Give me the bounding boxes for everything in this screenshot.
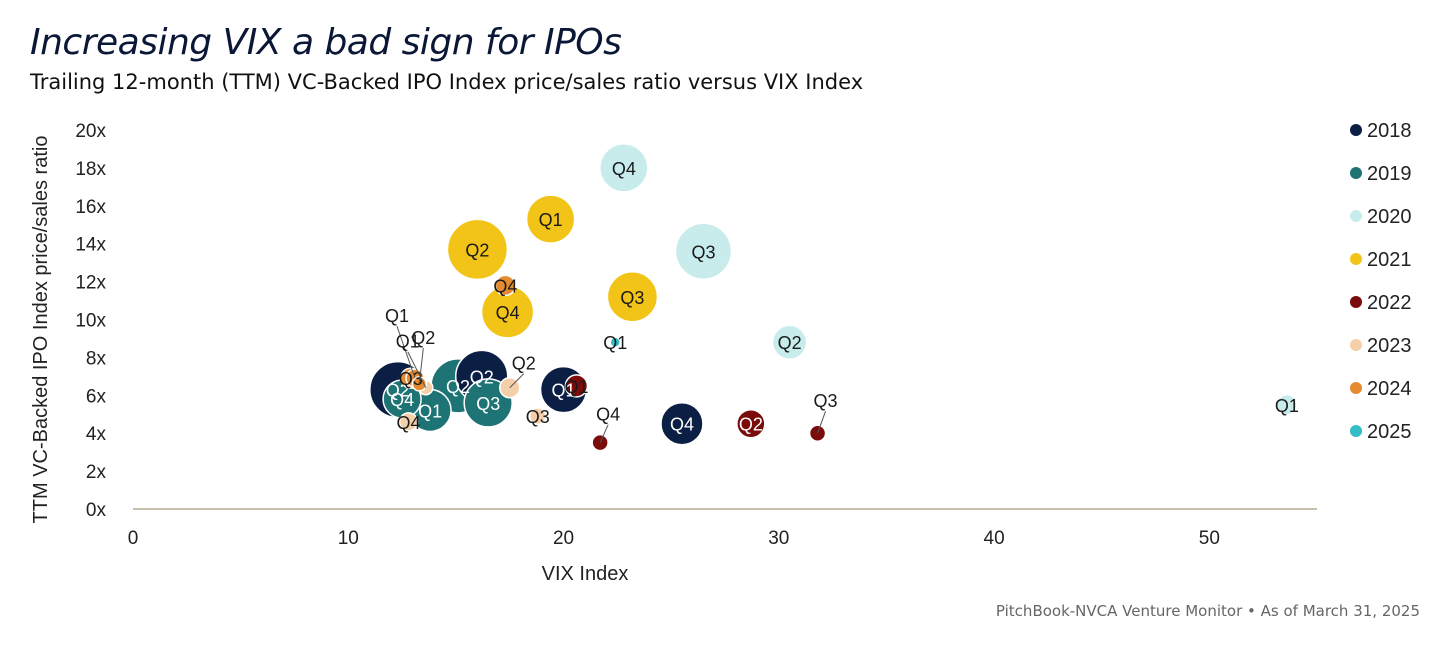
point-label: Q3 — [399, 369, 423, 389]
point-label: Q3 — [691, 242, 715, 262]
legend-swatch-2018 — [1350, 124, 1362, 136]
legend-swatch-2024 — [1350, 382, 1362, 394]
legend: 2018 2019 2020 2021 2022 2023 2024 2025 — [1350, 120, 1412, 443]
x-tick-label: 30 — [768, 528, 789, 549]
callout-line — [599, 424, 609, 443]
point-label: Q1 — [552, 381, 576, 401]
bubble-2022-q2 — [736, 408, 766, 439]
bubble-2022-q1 — [564, 374, 589, 398]
y-tick-label: 6x — [86, 386, 107, 407]
legend-label-2018: 2018 — [1367, 120, 1412, 142]
bubble-2024-q4 — [494, 274, 517, 297]
y-axis-ticks: 0x 2x 4x 6x 8x 10x 12x 14x 16x 18x 20x — [75, 121, 106, 521]
point-label: Q1 — [385, 306, 409, 326]
point-label: Q4 — [397, 413, 421, 433]
point-label: Q3 — [814, 391, 838, 411]
legend-swatch-2021 — [1350, 253, 1362, 265]
bubble-2025-q1 — [609, 336, 621, 348]
legend-label-2021: 2021 — [1367, 249, 1412, 271]
point-label: Q2 — [446, 377, 470, 397]
point-label: Q2 — [739, 415, 763, 435]
x-tick-label: 20 — [553, 528, 574, 549]
callout-line — [396, 326, 416, 379]
callout-line — [418, 347, 424, 384]
point-label: Q1 — [396, 332, 420, 352]
point-label: Q3 — [620, 288, 644, 308]
y-tick-label: 16x — [75, 197, 106, 218]
point-label: Q4 — [612, 159, 636, 179]
legend-swatch-2020 — [1350, 210, 1362, 222]
point-label: Q3 — [526, 407, 550, 427]
legend-label-2023: 2023 — [1367, 335, 1412, 357]
legend-label-2024: 2024 — [1367, 378, 1412, 400]
bubble-2021-q2 — [446, 218, 509, 281]
y-tick-label: 4x — [86, 424, 107, 445]
point-label: Q1 — [418, 401, 442, 421]
bubble-2020-q1 — [1276, 394, 1298, 416]
x-tick-label: 10 — [338, 528, 359, 549]
legend-swatch-2022 — [1350, 296, 1362, 308]
point-label: Q2 — [470, 367, 494, 387]
point-label: Q1 — [603, 333, 627, 353]
point-label: Q2 — [465, 240, 489, 260]
point-label: Q4 — [496, 303, 520, 323]
callout-line — [407, 351, 427, 388]
x-axis-ticks: 0 10 20 30 40 50 — [128, 528, 1220, 549]
legend-label-2019: 2019 — [1367, 163, 1412, 185]
bubble-2021-q3 — [606, 271, 659, 323]
bubble-2018-q4 — [660, 401, 704, 446]
bubble-2020-q4 — [599, 143, 649, 193]
y-tick-label: 8x — [86, 348, 107, 369]
x-tick-label: 50 — [1199, 528, 1220, 549]
point-label: Q2 — [411, 328, 435, 348]
y-axis-label: TTM VC-Backed IPO Index price/sales rati… — [30, 136, 52, 524]
bubble-2020-q3 — [674, 222, 733, 281]
legend-label-2020: 2020 — [1367, 206, 1412, 228]
point-label: Q4 — [390, 390, 414, 410]
point-label: Q4 — [670, 415, 694, 435]
bubble-2020-q2 — [771, 324, 808, 360]
y-tick-label: 18x — [75, 159, 106, 180]
point-label: Q1 — [1275, 396, 1299, 416]
legend-swatch-2025 — [1350, 425, 1362, 437]
point-label: Q4 — [493, 276, 517, 296]
callout-line — [509, 373, 525, 389]
callout-line — [817, 411, 827, 434]
point-label: Q2 — [512, 354, 536, 374]
point-label: Q3 — [476, 394, 500, 414]
y-tick-label: 20x — [75, 121, 106, 142]
bubble-2023-q4 — [398, 412, 419, 432]
chart-subtitle: Trailing 12-month (TTM) VC-Backed IPO In… — [30, 70, 864, 94]
point-label: Q1 — [564, 377, 588, 397]
legend-label-2025: 2025 — [1367, 421, 1412, 443]
bubble-2023-q3 — [528, 407, 547, 425]
y-tick-label: 0x — [86, 500, 107, 521]
y-tick-label: 10x — [75, 311, 106, 332]
x-tick-label: 0 — [128, 528, 139, 549]
chart-title: Increasing VIX a bad sign for IPOs — [30, 22, 622, 63]
point-label: Q2 — [778, 333, 802, 353]
bubble-2021-q1 — [525, 194, 576, 244]
legend-swatch-2019 — [1350, 167, 1362, 179]
legend-label-2022: 2022 — [1367, 292, 1412, 314]
point-label: Q1 — [539, 210, 563, 230]
x-axis-label: VIX Index — [542, 563, 629, 585]
y-tick-label: 2x — [86, 462, 107, 483]
point-label: Q4 — [596, 405, 620, 425]
point-label: Q2 — [386, 381, 410, 401]
x-tick-label: 40 — [984, 528, 1005, 549]
y-tick-label: 12x — [75, 273, 106, 294]
legend-swatch-2023 — [1350, 339, 1362, 351]
y-tick-label: 14x — [75, 235, 106, 256]
source-note: PitchBook-NVCA Venture Monitor • As of M… — [995, 602, 1420, 620]
